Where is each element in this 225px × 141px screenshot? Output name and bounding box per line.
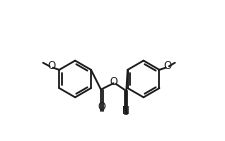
Text: O: O — [110, 77, 118, 87]
Text: O: O — [163, 61, 171, 71]
Text: N: N — [122, 106, 130, 116]
Text: O: O — [97, 102, 106, 112]
Text: O: O — [47, 61, 56, 71]
